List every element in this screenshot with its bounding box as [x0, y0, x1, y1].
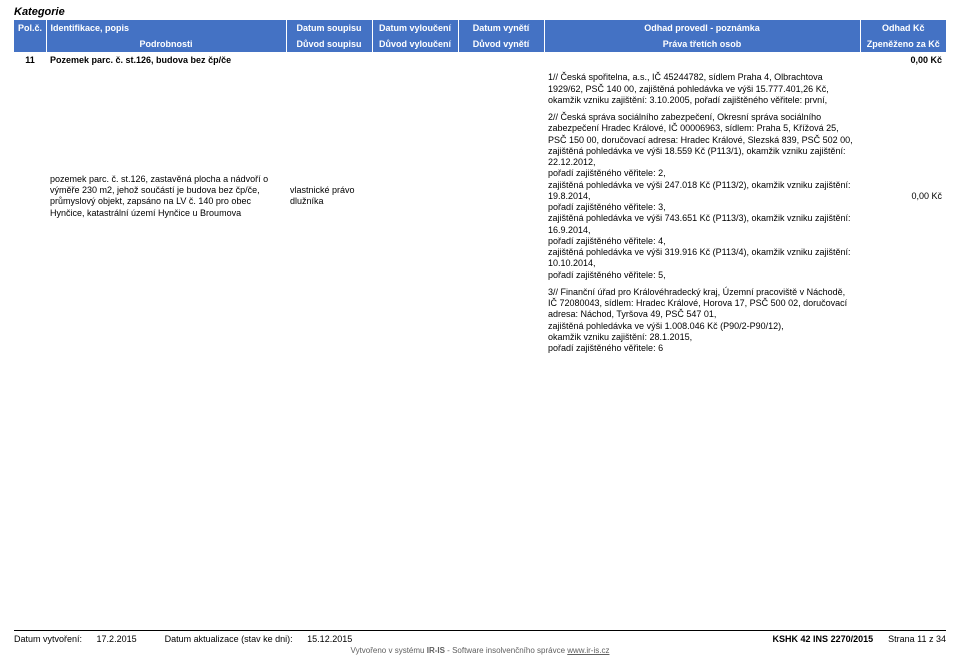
footer-case: KSHK 42 INS 2270/2015	[773, 634, 874, 644]
table-body: 11 Pozemek parc. č. st.126, budova bez č…	[14, 52, 946, 357]
table-row: 11 Pozemek parc. č. st.126, budova bez č…	[14, 52, 946, 69]
cell-empty	[286, 52, 372, 69]
cell-empty	[372, 69, 458, 109]
footer-sub-prefix: Vytvořeno v systému	[351, 646, 427, 655]
col-duvod2: Důvod vyloučení	[372, 36, 458, 52]
cell-empty	[14, 109, 46, 284]
footer-sub-mid: - Software insolvenčního správce	[445, 646, 567, 655]
cell-duvod-soupisu: vlastnické právo dlužníka	[286, 109, 372, 284]
cell-empty	[458, 284, 544, 358]
cell-empty	[286, 284, 372, 358]
col-pol: Pol.č.	[14, 20, 46, 36]
col-odhad: Odhad provedl - poznámka	[544, 20, 860, 36]
footer-sub-url: www.ir-is.cz	[567, 646, 609, 655]
footer-sub-app: IR-IS	[427, 646, 445, 655]
cell-empty	[458, 69, 544, 109]
col-pol-sub	[14, 36, 46, 52]
footer-left: Datum vytvoření: 17.2.2015 Datum aktuali…	[14, 634, 352, 644]
cell-empty	[860, 284, 946, 358]
cell-empty	[372, 284, 458, 358]
col-zpen: Zpeněženo za Kč	[860, 36, 946, 52]
cell-empty	[286, 69, 372, 109]
col-date1: Datum soupisu	[286, 20, 372, 36]
cell-ident-detail: pozemek parc. č. st.126, zastavěná ploch…	[46, 109, 286, 284]
table-row: 3// Finanční úřad pro Královéhradecký kr…	[14, 284, 946, 358]
cell-empty	[458, 109, 544, 284]
table-header-row-1: Pol.č. Identifikace, popis Datum soupisu…	[14, 20, 946, 36]
footer-created-value: 17.2.2015	[97, 634, 137, 644]
col-duvod3: Důvod vynětí	[458, 36, 544, 52]
cell-odhadkc: 0,00 Kč	[860, 52, 946, 69]
col-detail: Podrobnosti	[46, 36, 286, 52]
cell-empty	[458, 52, 544, 69]
table-header: Pol.č. Identifikace, popis Datum soupisu…	[14, 20, 946, 52]
table-header-row-2: Podrobnosti Důvod soupisu Důvod vyloučen…	[14, 36, 946, 52]
section-title: Kategorie	[14, 6, 946, 18]
table-row: pozemek parc. č. st.126, zastavěná ploch…	[14, 109, 946, 284]
cell-pol: 11	[14, 52, 46, 69]
cell-empty	[14, 69, 46, 109]
footer-created: Datum vytvoření: 17.2.2015	[14, 634, 137, 644]
col-ident: Identifikace, popis	[46, 20, 286, 36]
footer-right: KSHK 42 INS 2270/2015 Strana 11 z 34	[773, 634, 946, 644]
col-duvod1: Důvod soupisu	[286, 36, 372, 52]
footer-updated-label: Datum aktualizace (stav ke dni):	[165, 634, 293, 644]
cell-empty	[46, 284, 286, 358]
cell-empty	[860, 69, 946, 109]
cell-empty	[372, 52, 458, 69]
cell-note: 1// Česká spořitelna, a.s., IČ 45244782,…	[544, 69, 860, 109]
footer-line: Datum vytvoření: 17.2.2015 Datum aktuali…	[14, 630, 946, 644]
page: Kategorie Pol.č. Identifikace, popis Dat…	[0, 0, 960, 661]
page-footer: Datum vytvoření: 17.2.2015 Datum aktuali…	[14, 630, 946, 655]
cell-empty	[14, 284, 46, 358]
col-date3: Datum vynětí	[458, 20, 544, 36]
cell-note: 2// Česká správa sociálního zabezpečení,…	[544, 109, 860, 284]
cell-empty	[46, 69, 286, 109]
col-date2: Datum vyloučení	[372, 20, 458, 36]
cell-ident: Pozemek parc. č. st.126, budova bez čp/č…	[46, 52, 286, 69]
footer-subline: Vytvořeno v systému IR-IS - Software ins…	[14, 646, 946, 655]
footer-created-label: Datum vytvoření:	[14, 634, 82, 644]
data-table: Pol.č. Identifikace, popis Datum soupisu…	[14, 20, 946, 357]
footer-updated-value: 15.12.2015	[307, 634, 352, 644]
footer-page: Strana 11 z 34	[888, 634, 946, 644]
cell-note: 3// Finanční úřad pro Královéhradecký kr…	[544, 284, 860, 358]
table-row: 1// Česká spořitelna, a.s., IČ 45244782,…	[14, 69, 946, 109]
cell-empty	[544, 52, 860, 69]
cell-odhadkc: 0,00 Kč	[860, 109, 946, 284]
col-odhadkc: Odhad Kč	[860, 20, 946, 36]
col-prava: Práva třetích osob	[544, 36, 860, 52]
cell-empty	[372, 109, 458, 284]
footer-updated: Datum aktualizace (stav ke dni): 15.12.2…	[165, 634, 353, 644]
